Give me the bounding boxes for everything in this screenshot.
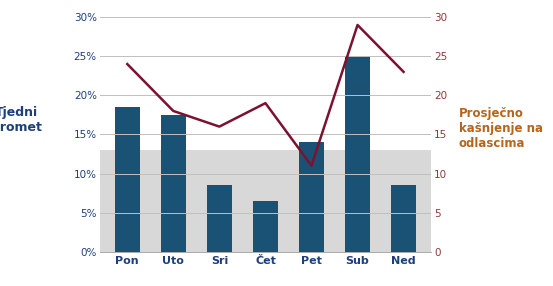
Bar xyxy=(207,185,232,252)
Bar xyxy=(345,56,370,252)
Bar xyxy=(253,201,278,252)
Text: Tjedni
promet: Tjedni promet xyxy=(0,106,42,134)
Bar xyxy=(161,115,186,252)
Bar xyxy=(299,142,324,252)
Bar xyxy=(114,107,140,252)
Bar xyxy=(100,150,431,252)
Bar xyxy=(391,185,416,252)
Text: Prosječno
kašnjenje na
odlascima: Prosječno kašnjenje na odlascima xyxy=(459,107,543,150)
